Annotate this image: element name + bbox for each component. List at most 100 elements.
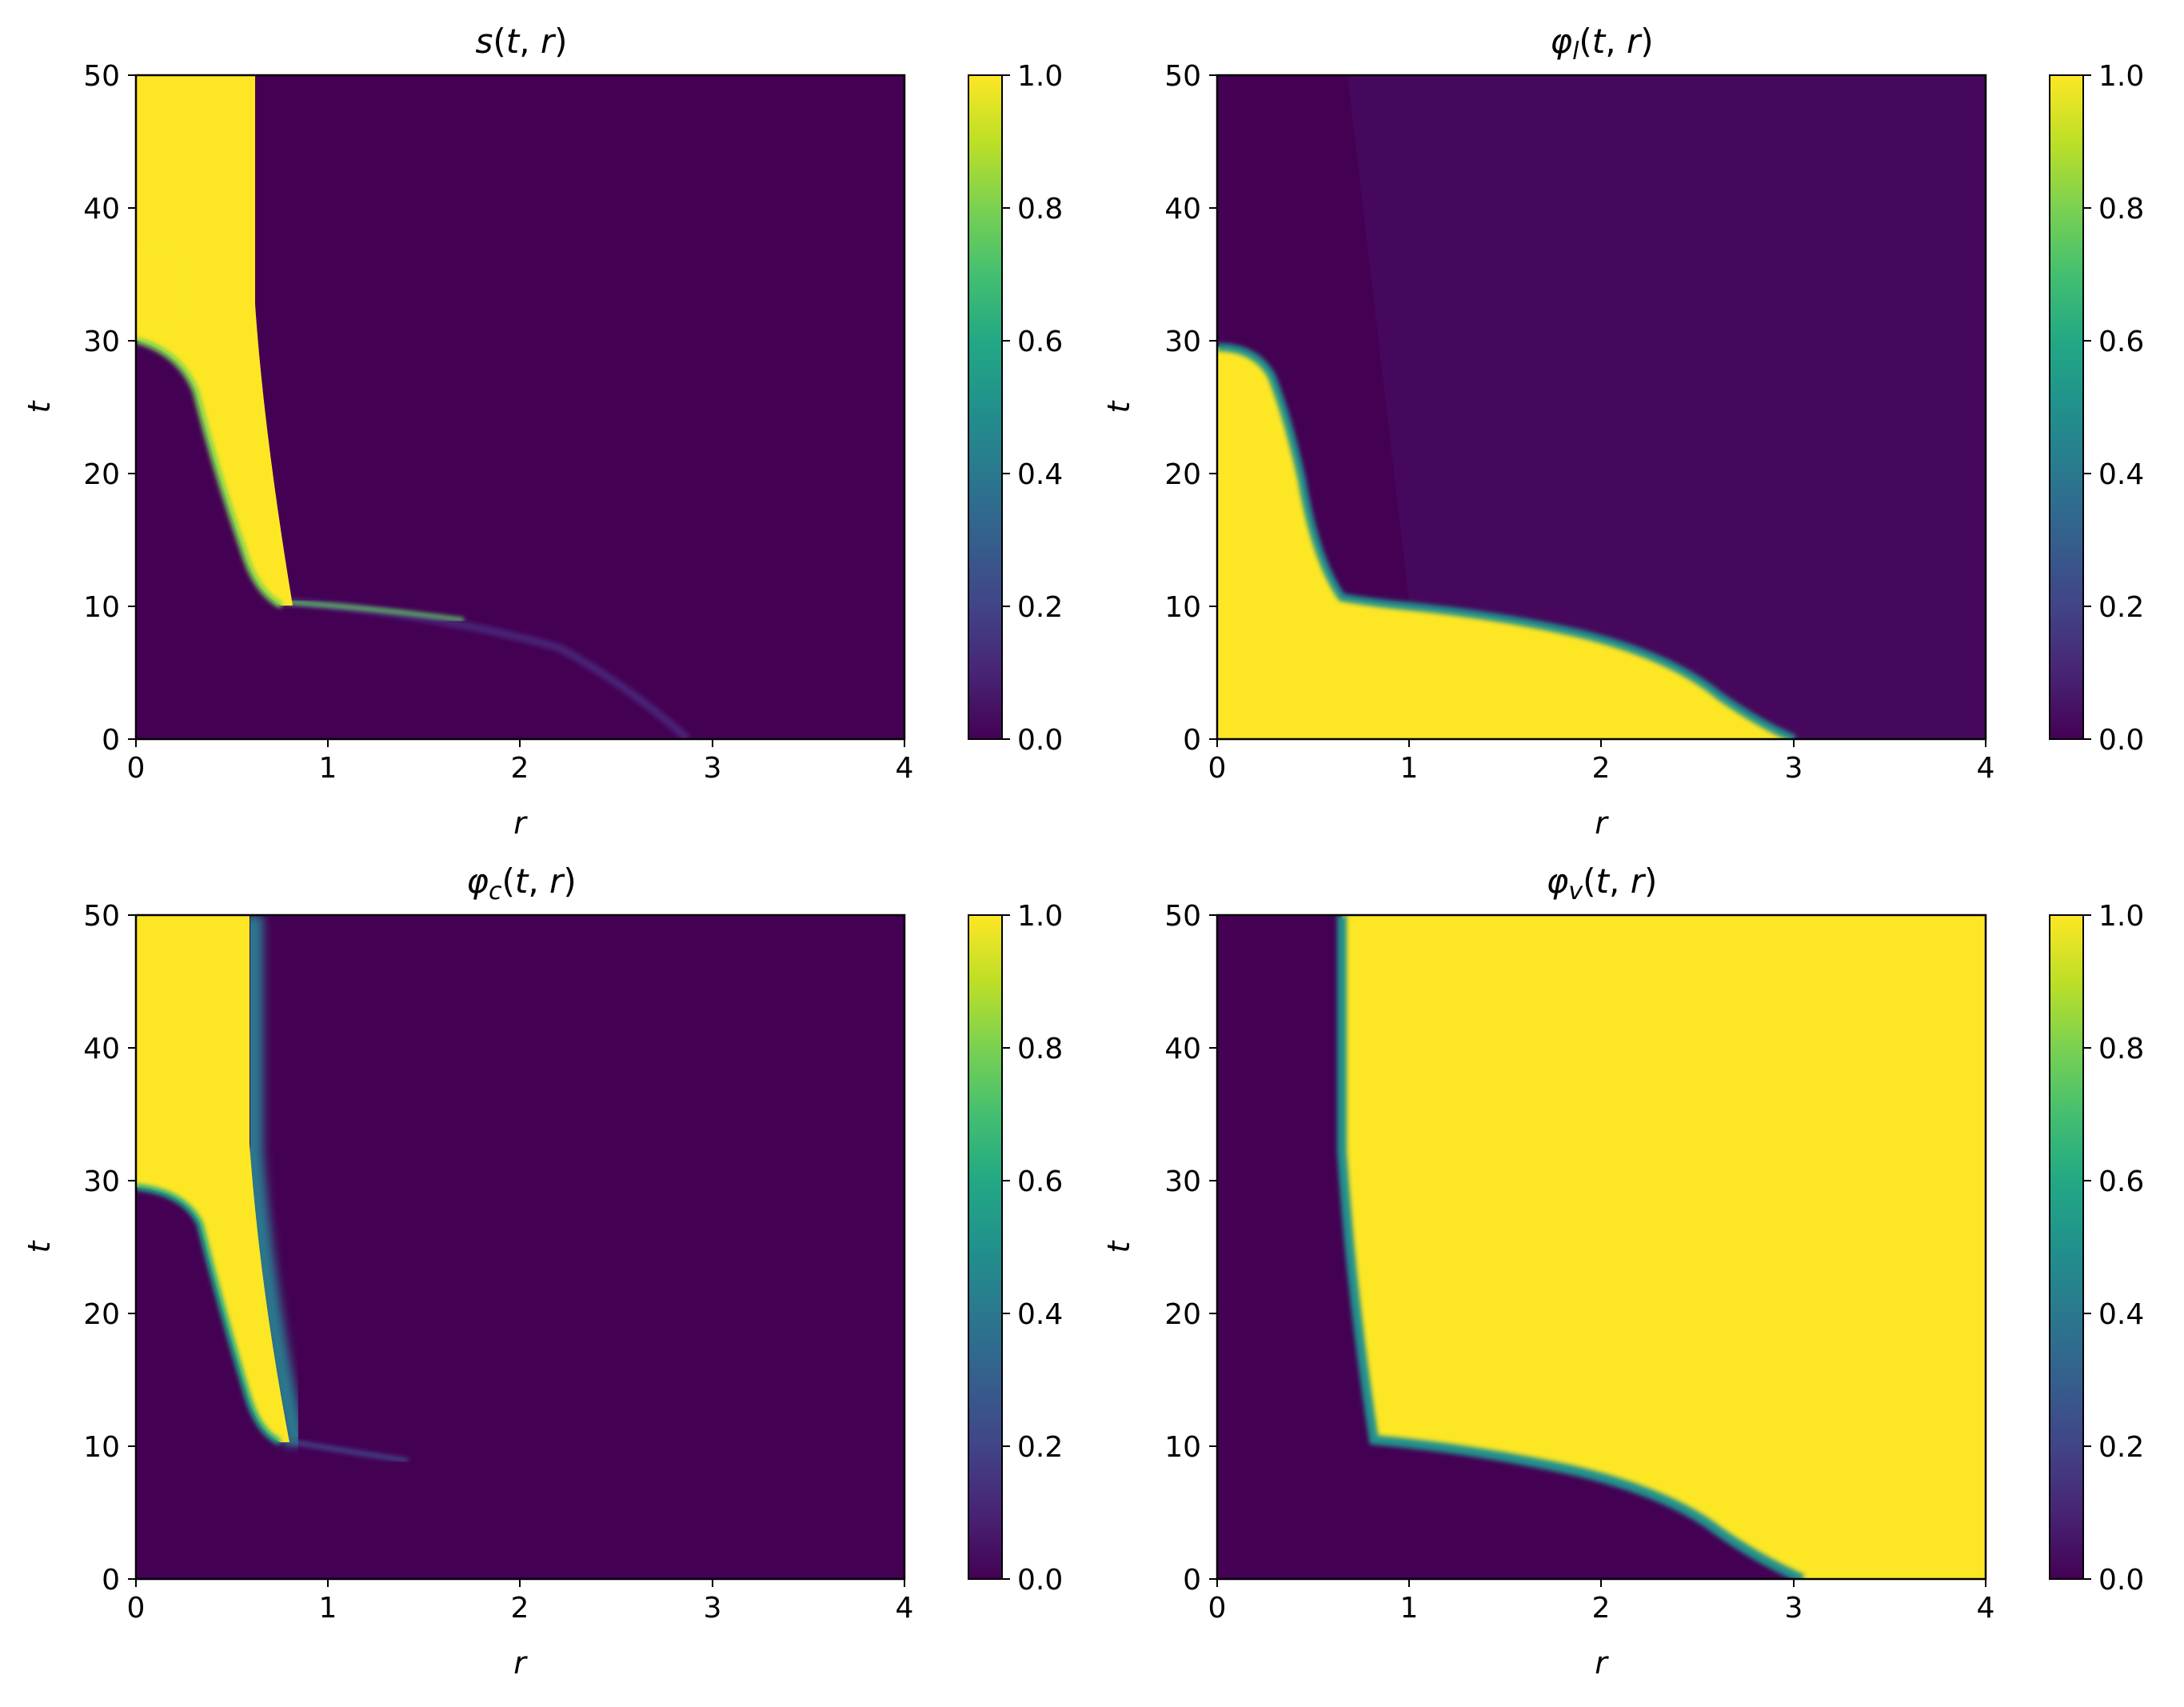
panel-phiv: φv(t, r) 0 1 2 3 4 0 (1101, 861, 2144, 1681)
panel-s-ytick-labels: 0 10 20 30 40 50 (83, 60, 120, 757)
panel-phil-edge (1217, 343, 1796, 739)
y-tick-label: 50 (83, 60, 120, 93)
panel-phiv-heatmap (1217, 915, 1986, 1579)
x-tick-label: 3 (1785, 752, 1803, 785)
x-tick-label: 4 (896, 752, 914, 785)
colorbar-tick-label: 0.6 (2098, 326, 2144, 358)
x-tick-label: 1 (1400, 1592, 1419, 1625)
panel-s-edge-left (136, 337, 283, 609)
panel-phiv-low-region (1217, 915, 1803, 1579)
y-tick-label: 40 (1164, 1033, 1201, 1065)
x-tick-label: 3 (704, 1592, 722, 1625)
y-tick-label: 30 (83, 1165, 120, 1198)
colorbar-tick-label: 0.8 (2098, 193, 2144, 226)
y-tick-label: 50 (1164, 60, 1201, 93)
y-tick-label: 20 (1164, 1298, 1201, 1331)
panel-phic-high-region (136, 915, 289, 1442)
panel-s-upper-band (136, 240, 188, 336)
y-tick-label: 0 (1183, 1564, 1201, 1597)
panel-phic-right-edge (242, 915, 306, 1447)
x-tick-label: 2 (1592, 752, 1611, 785)
x-tick-label: 3 (704, 752, 722, 785)
x-tick-label: 4 (1977, 752, 1995, 785)
panel-phiv-ticks (1209, 914, 1986, 1587)
colorbar-tick-label: 0.8 (1017, 193, 1063, 226)
x-tick-label: 1 (319, 1592, 337, 1625)
y-tick-label: 40 (83, 1033, 120, 1065)
x-tick-label: 1 (319, 752, 337, 785)
panel-s-xtick-labels: 0 1 2 3 4 (127, 752, 914, 785)
colorbar-tick-label: 0.2 (2098, 1431, 2144, 1464)
panel-phil: φl(t, r) 0 1 2 3 4 (1101, 22, 2144, 841)
colorbar-tick-label: 0.2 (1017, 1431, 1063, 1464)
panel-phil-ylabel: t (1101, 399, 1136, 413)
panel-phic-title: φc(t, r) (466, 861, 576, 905)
x-tick-label: 0 (127, 1592, 146, 1625)
panel-phiv-ylabel: t (1101, 1239, 1136, 1253)
x-tick-label: 4 (1977, 1592, 1995, 1625)
panel-phic-ylabel: t (22, 1239, 57, 1253)
panel-phic-xlabel: r (513, 1645, 528, 1681)
x-tick-label: 2 (1592, 1592, 1611, 1625)
colorbar-tick-label: 1.0 (2098, 60, 2144, 93)
colorbar-tick-label: 1.0 (1017, 60, 1063, 93)
x-tick-label: 0 (127, 752, 146, 785)
y-tick-label: 10 (1164, 591, 1201, 624)
colorbar-tick-label: 0.4 (1017, 1298, 1063, 1331)
colorbar-tick-label: 0.6 (1017, 1165, 1063, 1198)
y-tick-label: 20 (83, 458, 120, 491)
y-tick-label: 30 (1164, 326, 1201, 358)
panel-phic-colorbar: 0.0 0.2 0.4 0.6 0.8 1.0 (968, 900, 1063, 1597)
y-tick-label: 40 (83, 193, 120, 226)
y-tick-label: 10 (83, 591, 120, 624)
colorbar-tick-label: 0.2 (1017, 591, 1063, 624)
y-tick-label: 10 (1164, 1431, 1201, 1464)
y-tick-label: 20 (83, 1298, 120, 1331)
panel-phic-heatmap (136, 915, 904, 1579)
panel-phiv-colorbar: 0.0 0.2 0.4 0.6 0.8 1.0 (2049, 900, 2144, 1597)
panel-s-ylabel: t (22, 399, 57, 413)
panel-phil-colorbar: 0.0 0.2 0.4 0.6 0.8 1.0 (2049, 60, 2144, 757)
colorbar-gradient (2049, 74, 2084, 740)
panel-phiv-title: φv(t, r) (1547, 861, 1658, 905)
panel-phiv-edge (1337, 915, 1805, 1579)
x-tick-label: 1 (1400, 752, 1419, 785)
colorbar-tick-label: 0.0 (1017, 724, 1063, 757)
panel-s-xlabel: r (513, 806, 528, 841)
x-tick-label: 0 (1208, 752, 1227, 785)
colorbar-tick-label: 0.4 (1017, 458, 1063, 491)
panel-phic: φc(t, r) 0 1 2 3 4 (22, 861, 1063, 1681)
colorbar-gradient (2049, 914, 2084, 1580)
x-tick-label: 3 (1785, 1592, 1803, 1625)
panel-s-title: s(t, r) (475, 22, 567, 61)
colorbar-tick-label: 0.6 (1017, 326, 1063, 358)
panel-phic-ytick-labels: 0 10 20 30 40 50 (83, 900, 120, 1597)
y-tick-label: 20 (1164, 458, 1201, 491)
y-tick-label: 0 (102, 724, 120, 757)
panel-s-ticks (128, 74, 905, 747)
colorbar-tick-label: 0.4 (2098, 458, 2144, 491)
panel-phic-edge-left (136, 1184, 281, 1445)
colorbar-gradient (968, 74, 1003, 740)
panel-s: s(t, r) 0 1 2 3 (22, 22, 1063, 841)
panel-s-colorbar: 0.0 0.2 0.4 0.6 0.8 1.0 (968, 60, 1063, 757)
panel-phil-xlabel: r (1595, 806, 1609, 841)
y-tick-label: 0 (1183, 724, 1201, 757)
x-tick-label: 2 (511, 752, 529, 785)
panel-phil-ytick-labels: 0 10 20 30 40 50 (1164, 60, 1201, 757)
y-tick-label: 50 (1164, 900, 1201, 933)
panel-s-high-region (136, 75, 293, 606)
colorbar-tick-label: 0.8 (2098, 1033, 2144, 1065)
panel-phil-high-region (1217, 347, 1795, 739)
colorbar-tick-label: 0.0 (1017, 1564, 1063, 1597)
colorbar-tick-label: 0.8 (1017, 1033, 1063, 1065)
y-tick-label: 0 (102, 1564, 120, 1597)
colorbar-tick-label: 0.2 (2098, 591, 2144, 624)
y-tick-label: 50 (83, 900, 120, 933)
colorbar-tick-label: 1.0 (1017, 900, 1063, 933)
panel-phiv-xtick-labels: 0 1 2 3 4 (1208, 1592, 1995, 1625)
x-tick-label: 4 (896, 1592, 914, 1625)
y-tick-label: 40 (1164, 193, 1201, 226)
colorbar-tick-label: 0.0 (2098, 1564, 2144, 1597)
